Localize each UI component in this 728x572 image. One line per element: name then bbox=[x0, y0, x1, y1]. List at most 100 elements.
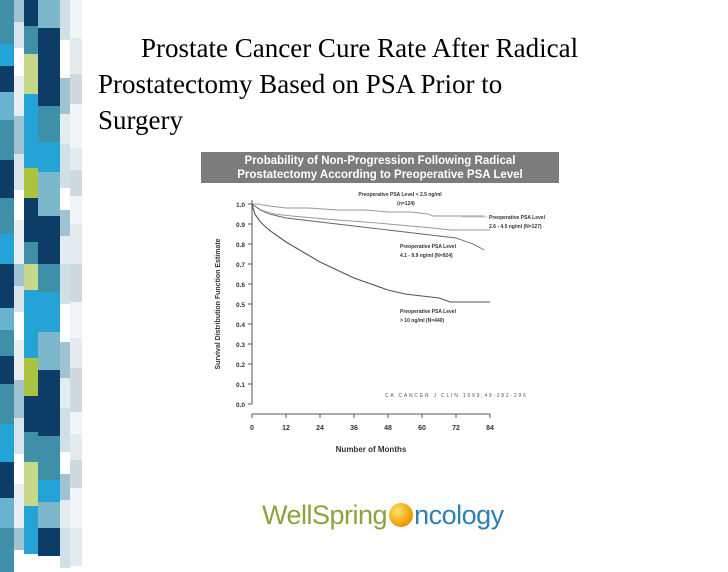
y-tick-label: 0.2 bbox=[236, 362, 245, 369]
stripe-block bbox=[70, 196, 82, 224]
stripe-block bbox=[70, 0, 82, 38]
stripe-block bbox=[38, 238, 60, 264]
stripe-block bbox=[0, 160, 14, 198]
stripe-block bbox=[24, 0, 38, 26]
stripe-block bbox=[0, 356, 14, 384]
series-line-1 bbox=[252, 203, 485, 217]
stripe-block bbox=[38, 216, 60, 238]
stripe-block bbox=[38, 0, 60, 28]
series-line-4 bbox=[251, 203, 490, 303]
decorative-stripes bbox=[0, 0, 82, 572]
stripe-block bbox=[14, 264, 24, 286]
stripe-block bbox=[70, 434, 82, 460]
stripe-block bbox=[60, 40, 70, 78]
stripe-block bbox=[0, 424, 14, 462]
wellspring-oncology-logo: WellSpring ncology bbox=[262, 500, 504, 531]
stripe-block bbox=[0, 120, 14, 160]
stripe-block bbox=[38, 406, 60, 436]
stripe-block bbox=[70, 170, 82, 196]
stripe-block bbox=[38, 28, 60, 68]
stripe-block bbox=[38, 528, 60, 556]
stripe-block bbox=[60, 452, 70, 474]
y-tick-label: 0.8 bbox=[236, 242, 245, 249]
y-tick-label: 0.1 bbox=[236, 382, 245, 389]
chart-title-banner: Probability of Non-Progression Following… bbox=[201, 152, 559, 183]
x-tick-label: 48 bbox=[384, 425, 392, 432]
stripe-block bbox=[0, 330, 14, 356]
stripe-block bbox=[0, 462, 14, 498]
stripe-block bbox=[0, 308, 14, 330]
stripe-block bbox=[24, 54, 38, 94]
stripe-block bbox=[0, 384, 14, 424]
stripe-block bbox=[24, 462, 38, 506]
series-label-2: Preoperative PSA Level bbox=[489, 215, 546, 221]
stripe-block bbox=[60, 210, 70, 236]
stripe-block bbox=[70, 368, 82, 412]
series-line-2 bbox=[251, 203, 490, 231]
stripe-block bbox=[38, 436, 60, 480]
stripe-block bbox=[70, 488, 82, 528]
stripe-block bbox=[14, 312, 24, 340]
x-tick-label: 0 bbox=[250, 425, 254, 432]
series-count-2: 2.6 - 4.0 ng/ml (N=127) bbox=[489, 224, 542, 230]
stripe-block bbox=[60, 114, 70, 144]
stripe-block bbox=[60, 236, 70, 264]
stripe-block bbox=[0, 44, 14, 66]
stripe-block bbox=[70, 412, 82, 434]
stripe-block bbox=[70, 74, 82, 104]
x-tick-label: 12 bbox=[282, 425, 290, 432]
stripe-block bbox=[60, 408, 70, 452]
stripe-block bbox=[70, 148, 82, 170]
stripe-block bbox=[24, 318, 38, 358]
stripe-block bbox=[0, 498, 14, 528]
chart-title-line-2: Prostatectomy According to Preoperative … bbox=[237, 169, 523, 181]
stripe-block bbox=[14, 0, 24, 22]
slide-title: Prostate Cancer Cure Rate After Radical … bbox=[98, 30, 698, 138]
y-axis-label: Survival Distribution Function Estimate bbox=[215, 238, 222, 369]
stripe-block bbox=[0, 528, 14, 572]
stripe-block bbox=[14, 484, 24, 528]
stripe-block bbox=[14, 22, 24, 48]
stripe-block bbox=[60, 528, 70, 568]
stripe-block bbox=[38, 332, 60, 370]
stripe-block bbox=[60, 378, 70, 408]
series-line-3 bbox=[251, 203, 485, 251]
stripe-block bbox=[24, 290, 38, 318]
y-tick-label: 1.0 bbox=[236, 202, 245, 209]
series-count-4: > 10 ng/ml (N=440) bbox=[400, 318, 445, 324]
stripe-block bbox=[14, 286, 24, 312]
stripe-block bbox=[14, 418, 24, 454]
y-tick-label: 0.6 bbox=[236, 282, 245, 289]
logo-text-ncology: ncology bbox=[414, 500, 504, 530]
slide-title-line-1: Prostate Cancer Cure Rate After Radical bbox=[141, 33, 579, 63]
stripe-block bbox=[70, 528, 82, 566]
x-tick-label: 72 bbox=[452, 425, 460, 432]
stripe-block bbox=[14, 48, 24, 76]
stripe-block bbox=[14, 154, 24, 190]
stripe-block bbox=[60, 342, 70, 378]
stripe-block bbox=[60, 78, 70, 114]
logo-text-wellspring: WellSpring bbox=[262, 500, 388, 530]
survival-chart: 0.0 0.1 0.2 0.3 0.4 0.5 0.6 0.7 0.8 0.9 1.0 0 12 24 36… bbox=[215, 192, 546, 454]
x-axis-label: Number of Months bbox=[336, 445, 407, 454]
stripe-block bbox=[60, 144, 70, 188]
stripe-block bbox=[14, 220, 24, 264]
stripe-block bbox=[24, 358, 38, 396]
stripe-block bbox=[60, 474, 70, 500]
stripe-block bbox=[24, 432, 38, 462]
stripe-block bbox=[0, 0, 14, 44]
stripe-block bbox=[60, 304, 70, 342]
stripe-block bbox=[38, 106, 60, 142]
stripe-block bbox=[60, 264, 70, 304]
stripe-block bbox=[24, 94, 38, 132]
series-label-3: Preoperative PSA Level bbox=[400, 244, 457, 250]
stripe-block bbox=[60, 500, 70, 528]
stripe-block bbox=[24, 528, 38, 554]
stripe-block bbox=[38, 264, 60, 292]
y-tick-label: 0.5 bbox=[236, 302, 245, 309]
stripe-block bbox=[24, 264, 38, 290]
series-label-1: Preoperative PSA Level < 2.5 ng/ml bbox=[358, 192, 442, 198]
sun-icon bbox=[389, 503, 414, 527]
stripe-block bbox=[14, 380, 24, 418]
series-count-3: 4.1 - 9.9 ng/ml (N=924) bbox=[400, 253, 453, 259]
